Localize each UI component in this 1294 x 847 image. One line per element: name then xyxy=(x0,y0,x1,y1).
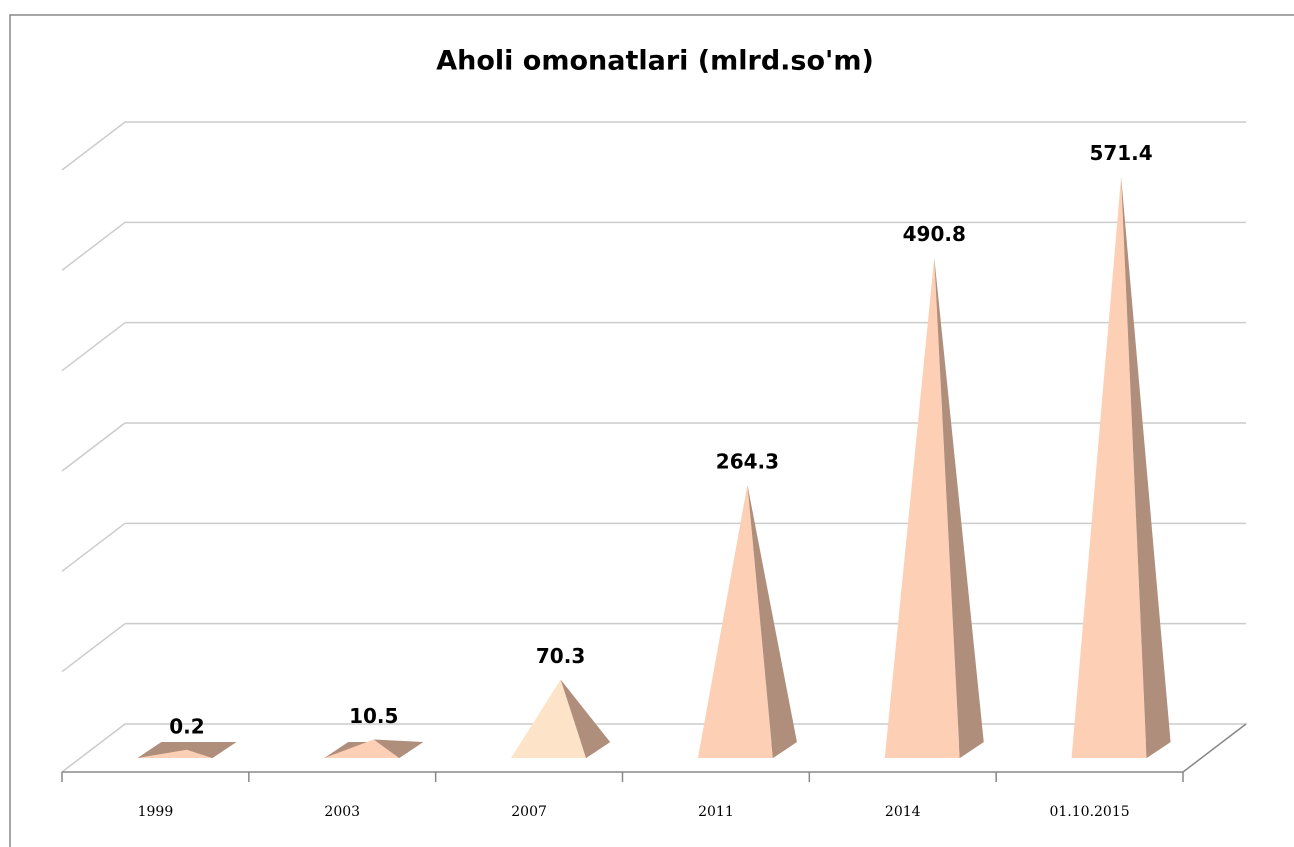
side-grid-line xyxy=(61,322,126,372)
side-grid-line xyxy=(61,723,126,773)
value-label: 0.2 xyxy=(169,714,204,738)
pyramid-side xyxy=(373,739,424,758)
pyramid-side xyxy=(186,742,237,758)
value-label: 70.3 xyxy=(536,644,585,668)
pyramid xyxy=(884,257,984,758)
x-tick-label: 2014 xyxy=(885,804,921,820)
pyramid-front xyxy=(884,257,960,758)
x-tick-label: 2011 xyxy=(698,804,734,820)
side-grid-line xyxy=(61,522,126,572)
pyramid-front xyxy=(697,484,773,758)
value-label: 264.3 xyxy=(716,449,779,473)
pyramid-side xyxy=(747,484,797,758)
value-label: 10.5 xyxy=(349,704,398,728)
pyramid-front xyxy=(137,749,213,758)
x-tick-label: 01.10.2015 xyxy=(1049,804,1129,820)
x-tick-label: 1999 xyxy=(138,804,174,820)
pyramid xyxy=(511,679,611,758)
pyramid xyxy=(1071,176,1171,759)
side-grid-line xyxy=(61,121,126,171)
pyramid-front xyxy=(1071,176,1147,759)
pyramid-front xyxy=(324,739,400,758)
pyramid xyxy=(697,484,797,758)
x-tick-label: 2003 xyxy=(324,804,360,820)
pyramid-side xyxy=(1121,176,1171,759)
side-grid-line xyxy=(61,422,126,472)
x-tick-label: 2007 xyxy=(511,804,547,820)
side-grid-line xyxy=(61,221,126,271)
pyramid-side xyxy=(934,257,984,758)
pyramid-front xyxy=(511,679,587,758)
pyramid xyxy=(137,742,237,758)
floor xyxy=(60,723,1248,773)
pyramid xyxy=(324,739,424,758)
side-grid-line xyxy=(61,623,126,673)
pyramid-side xyxy=(560,679,611,758)
value-label: 571.4 xyxy=(1089,141,1152,165)
value-label: 490.8 xyxy=(903,222,966,246)
floor-edge xyxy=(1182,723,1247,773)
chart-title: Aholi omonatlari (mlrd.so'm) xyxy=(436,46,874,77)
